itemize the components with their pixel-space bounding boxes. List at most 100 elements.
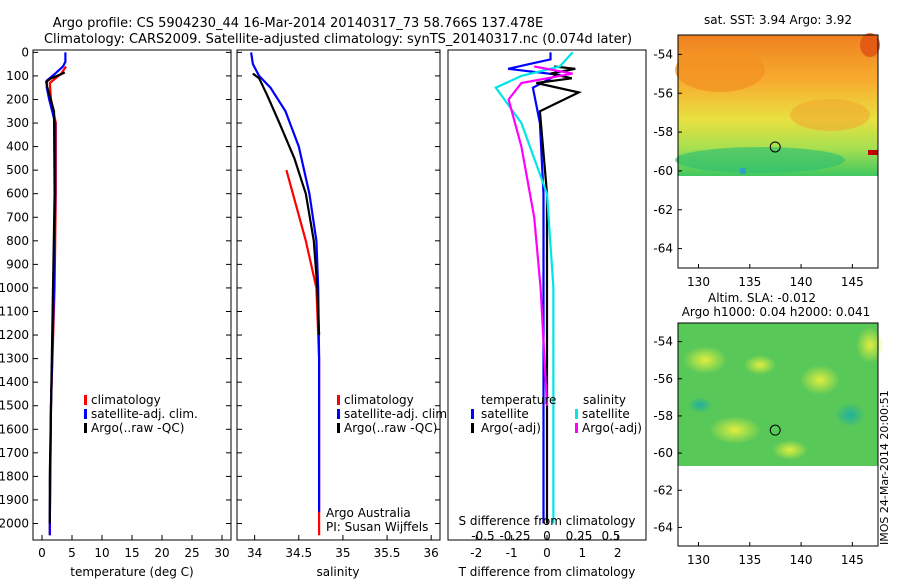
sst-cold-patch bbox=[675, 147, 845, 173]
x-tick-label: 135 bbox=[738, 275, 761, 289]
sst-map-field bbox=[675, 33, 880, 176]
legend-swatch-sal-argo bbox=[575, 423, 578, 433]
temperature-legend-climatology: climatology bbox=[91, 393, 161, 407]
sst-warm-patch bbox=[675, 48, 765, 92]
y-tick-label: 300 bbox=[6, 116, 29, 130]
x2-tick-label: 0.25 bbox=[566, 529, 593, 543]
legend-swatch-temp-satellite bbox=[471, 409, 474, 419]
difference-legend-title-temperature: temperature bbox=[481, 393, 556, 407]
y-tick-label: 1000 bbox=[0, 281, 29, 295]
sst-warm-patch bbox=[790, 99, 870, 131]
salinity-y-ticks bbox=[237, 51, 440, 525]
y-tick-label: -62 bbox=[653, 483, 673, 497]
x-tick-label: -1 bbox=[506, 546, 518, 560]
y-tick-label: 400 bbox=[6, 140, 29, 154]
y-tick-label: -62 bbox=[653, 203, 673, 217]
y-tick-label: 1100 bbox=[0, 304, 29, 318]
x-tick-label: 130 bbox=[687, 553, 710, 567]
y-tick-label: -64 bbox=[653, 520, 673, 534]
difference-x-ticks: -2 -1 0 1 2 bbox=[470, 535, 622, 560]
sla-map-panel: Altim. SLA: -0.012 Argo h1000: 0.04 h200… bbox=[653, 291, 884, 567]
difference-legend: temperature salinity satellite Argo(-adj… bbox=[471, 393, 642, 435]
difference-series bbox=[494, 51, 583, 524]
y-tick-label: 1500 bbox=[0, 399, 29, 413]
salinity-note-2: PI: Susan Wijffels bbox=[326, 520, 428, 534]
sla-map-title: Altim. SLA: -0.012 bbox=[708, 291, 816, 305]
series-line-salinity-argo-adj- bbox=[507, 65, 573, 406]
legend-swatch-sal-satellite bbox=[575, 409, 578, 419]
sst-map-x-ticks: 130 135 140 145 bbox=[687, 264, 864, 289]
sla-map-x-ticks: 130 135 140 145 bbox=[687, 542, 864, 567]
sst-map-panel: sat. SST: 3.94 Argo: 3.92 130 135 140 145 -… bbox=[653, 13, 880, 289]
y-tick-label: 200 bbox=[6, 92, 29, 106]
sla-argo-location-marker bbox=[769, 424, 781, 436]
y-tick-label: 1700 bbox=[0, 446, 29, 460]
x-tick-label: 35.5 bbox=[374, 546, 401, 560]
temperature-series bbox=[44, 52, 67, 536]
temperature-legend-argo: Argo(..raw -QC) bbox=[91, 421, 184, 435]
x-tick-label: 1 bbox=[579, 546, 587, 560]
x-tick-label: 5 bbox=[68, 546, 76, 560]
sst-red-cell bbox=[868, 150, 878, 155]
sst-map-y-ticks: -54 -56 -58 -60 -62 -64 bbox=[653, 47, 682, 256]
y-tick-label: 700 bbox=[6, 210, 29, 224]
y-tick-label: 1400 bbox=[0, 375, 29, 389]
legend-swatch-temp-argo bbox=[471, 423, 474, 433]
x-tick-label: 2 bbox=[614, 546, 622, 560]
temperature-x-ticks: 0 5 10 15 20 25 30 bbox=[38, 535, 230, 560]
difference-x-label: T difference from climatology bbox=[458, 565, 636, 579]
sla-high-patch bbox=[856, 327, 884, 363]
difference-panel: -2 -1 0 1 2 -0.5 -0.25 0 0.25 0.5 T difference f… bbox=[447, 49, 647, 579]
y-tick-label: 500 bbox=[6, 163, 29, 177]
sla-low-patch bbox=[835, 403, 865, 427]
salinity-x-ticks: 34 34.5 35 35.5 36 bbox=[247, 535, 439, 560]
legend-swatch-argo bbox=[337, 423, 340, 433]
temperature-legend-satellite: satellite-adj. clim. bbox=[91, 407, 198, 421]
temperature-x-label: temperature (deg C) bbox=[70, 565, 193, 579]
y-tick-label: 1200 bbox=[0, 328, 29, 342]
difference-legend-temp-argo: Argo(-adj) bbox=[481, 421, 541, 435]
y-tick-label: 1800 bbox=[0, 469, 29, 483]
x-tick-label: 34 bbox=[247, 546, 262, 560]
salinity-x-label: salinity bbox=[316, 565, 359, 579]
sla-high-patch bbox=[683, 346, 727, 374]
difference-x2-label: S difference from climatology bbox=[459, 514, 636, 528]
y-tick-label: -54 bbox=[653, 47, 673, 61]
series-line-argo-raw-qc- bbox=[252, 72, 321, 336]
x2-tick-label: -0.5 bbox=[471, 529, 494, 543]
x-tick-label: 35 bbox=[335, 546, 350, 560]
x-tick-label: 25 bbox=[184, 546, 199, 560]
x-tick-label: 0 bbox=[38, 546, 46, 560]
x-tick-label: 30 bbox=[214, 546, 229, 560]
y-tick-label: -60 bbox=[653, 446, 673, 460]
x-tick-label: -2 bbox=[470, 546, 482, 560]
series-line-satellite-adj-clim- bbox=[250, 52, 321, 512]
sst-warm-patch bbox=[860, 33, 880, 57]
legend-swatch-climatology bbox=[337, 395, 340, 405]
difference-legend-sal-argo: Argo(-adj) bbox=[582, 421, 642, 435]
y-tick-label: -58 bbox=[653, 409, 673, 423]
x-tick-label: 20 bbox=[154, 546, 169, 560]
sst-argo-location-marker bbox=[769, 141, 781, 153]
salinity-series bbox=[250, 52, 321, 536]
y-tick-label: 1900 bbox=[0, 493, 29, 507]
legend-swatch-satellite bbox=[84, 409, 87, 419]
x-tick-label: 135 bbox=[738, 553, 761, 567]
x-tick-label: 36 bbox=[424, 546, 439, 560]
sla-low-patch bbox=[688, 397, 712, 413]
temperature-panel: 0 5 10 15 20 25 30 0 100 200 300 400 500 600 700 800 90… bbox=[0, 45, 232, 579]
temperature-legend: climatology satellite-adj. clim. Argo(..… bbox=[84, 393, 198, 435]
x-tick-label: 140 bbox=[790, 553, 813, 567]
header-line1: Argo profile: CS 5904230_44 16-Mar-2014 … bbox=[53, 16, 543, 31]
y-tick-label: 2000 bbox=[0, 517, 29, 531]
sla-high-patch bbox=[772, 440, 808, 460]
imos-side-label: IMOS 24-Mar-2014 20:00:51 bbox=[878, 390, 891, 545]
x-tick-label: 145 bbox=[841, 553, 864, 567]
sla-high-patch bbox=[744, 355, 776, 375]
temperature-plot-frame bbox=[32, 49, 232, 541]
header-line2: Climatology: CARS2009. Satellite-adjuste… bbox=[44, 32, 632, 47]
y-tick-label: -60 bbox=[653, 164, 673, 178]
x-tick-label: 145 bbox=[841, 275, 864, 289]
series-line-salinity-satellite bbox=[494, 51, 574, 524]
